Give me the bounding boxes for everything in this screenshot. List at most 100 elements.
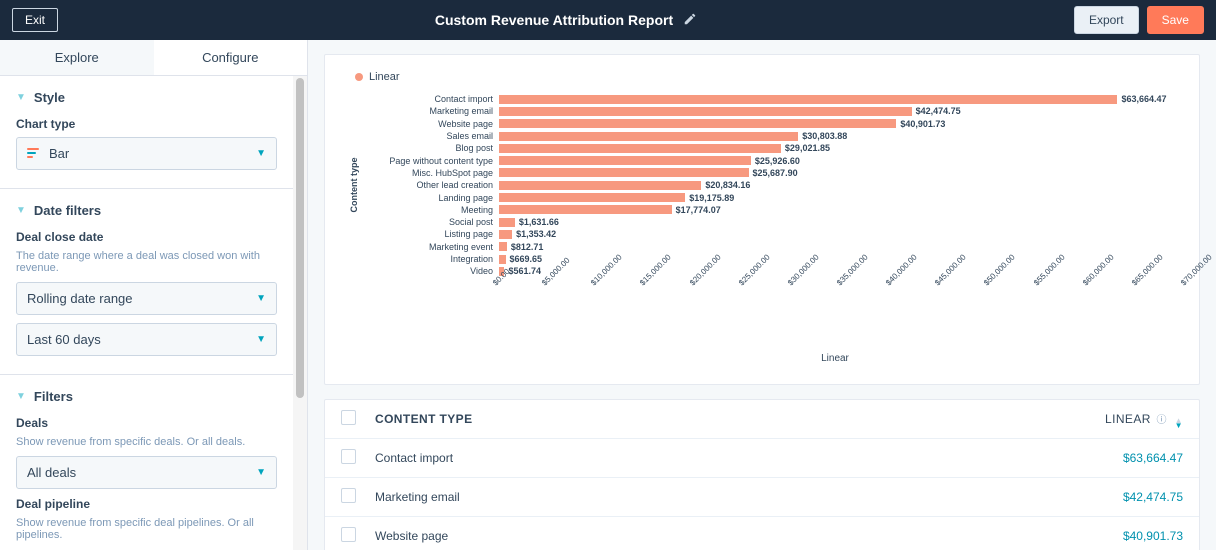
chart-bar[interactable] bbox=[499, 218, 515, 227]
chart-type-label: Chart type bbox=[16, 117, 277, 131]
table-header-linear[interactable]: LINEAR ⓘ ▲▼ bbox=[1063, 411, 1183, 428]
chart-legend: Linear bbox=[355, 71, 1179, 83]
section-filters-header[interactable]: ▼ Filters bbox=[16, 389, 277, 404]
chart-row: Social post $1,631.66 bbox=[359, 216, 1179, 228]
table-cell-content-type: Marketing email bbox=[375, 490, 1063, 504]
chart-bar-value: $42,474.75 bbox=[916, 106, 961, 116]
export-button[interactable]: Export bbox=[1074, 6, 1139, 34]
chart-bar-value: $19,175.89 bbox=[689, 193, 734, 203]
table-cell-linear[interactable]: $63,664.47 bbox=[1063, 451, 1183, 465]
table-cell-content-type: Contact import bbox=[375, 451, 1063, 465]
table-row: Marketing email$42,474.75 bbox=[325, 478, 1199, 517]
chart-bar-value: $669.65 bbox=[510, 254, 543, 264]
table-row: Website page$40,901.73 bbox=[325, 517, 1199, 550]
chart-bar-value: $20,834.16 bbox=[705, 180, 750, 190]
chart-bar[interactable] bbox=[499, 132, 798, 141]
chart-bar-value: $29,021.85 bbox=[785, 143, 830, 153]
date-range-value-select[interactable]: Last 60 days ▼ bbox=[16, 323, 277, 356]
bar-chart-icon bbox=[27, 148, 41, 160]
data-table: CONTENT TYPE LINEAR ⓘ ▲▼ Contact import$… bbox=[324, 399, 1200, 550]
chart-x-axis-label: Linear bbox=[491, 353, 1179, 364]
row-checkbox[interactable] bbox=[341, 527, 356, 542]
section-date-filters: ▼ Date filters Deal close date The date … bbox=[0, 189, 293, 375]
report-title-wrap: Custom Revenue Attribution Report bbox=[435, 12, 697, 29]
pipeline-label: Deal pipeline bbox=[16, 497, 277, 511]
deals-help: Show revenue from specific deals. Or all… bbox=[16, 436, 277, 448]
chart-bar[interactable] bbox=[499, 230, 512, 239]
deal-close-date-help: The date range where a deal was closed w… bbox=[16, 250, 277, 274]
chart-bar-value: $63,664.47 bbox=[1121, 94, 1166, 104]
table-header-content-type[interactable]: CONTENT TYPE bbox=[375, 412, 1063, 426]
chart-row: Contact import$63,664.47 bbox=[359, 93, 1179, 105]
section-style-header[interactable]: ▼ Style bbox=[16, 90, 277, 105]
chart-bar[interactable] bbox=[499, 95, 1117, 104]
chart-bar[interactable] bbox=[499, 255, 506, 264]
chart-bar-value: $25,926.60 bbox=[755, 156, 800, 166]
chart-card: Linear Content type Contact import$63,66… bbox=[324, 54, 1200, 385]
table-header-linear-label: LINEAR bbox=[1105, 412, 1151, 426]
date-range-type-value: Rolling date range bbox=[27, 291, 133, 306]
chart-row-label: Blog post bbox=[359, 143, 499, 153]
chart-row: Landing page $19,175.89 bbox=[359, 191, 1179, 203]
select-all-checkbox[interactable] bbox=[341, 410, 356, 425]
deals-value: All deals bbox=[27, 465, 76, 480]
chart-bar[interactable] bbox=[499, 144, 781, 153]
table-row: Contact import$63,664.47 bbox=[325, 439, 1199, 478]
table-cell-linear[interactable]: $40,901.73 bbox=[1063, 529, 1183, 543]
chart-row-label: Integration bbox=[359, 254, 499, 264]
info-icon[interactable]: ⓘ bbox=[1157, 415, 1167, 426]
chart-bar[interactable] bbox=[499, 181, 701, 190]
chart-row-label: Social post bbox=[359, 217, 499, 227]
section-filters: ▼ Filters Deals Show revenue from specif… bbox=[0, 375, 293, 550]
chart-row-label: Page without content type bbox=[359, 156, 499, 166]
exit-button[interactable]: Exit bbox=[12, 8, 58, 32]
date-range-value: Last 60 days bbox=[27, 332, 101, 347]
pencil-icon[interactable] bbox=[683, 12, 697, 29]
section-style-title: Style bbox=[34, 90, 65, 105]
legend-dot-icon bbox=[355, 73, 363, 81]
config-sidebar: Explore Configure ▼ Style Chart type Bar bbox=[0, 40, 308, 550]
chevron-down-icon: ▼ bbox=[16, 205, 26, 216]
chart-bar-value: $40,901.73 bbox=[900, 119, 945, 129]
chart-row: Misc. HubSpot page$25,687.90 bbox=[359, 167, 1179, 179]
chart-y-axis-label: Content type bbox=[345, 93, 359, 277]
row-checkbox[interactable] bbox=[341, 449, 356, 464]
chart-type-select[interactable]: Bar ▼ bbox=[16, 137, 277, 170]
table-cell-linear[interactable]: $42,474.75 bbox=[1063, 490, 1183, 504]
sort-icon[interactable]: ▲▼ bbox=[1175, 418, 1183, 428]
chart-bar[interactable] bbox=[499, 119, 896, 128]
chart-row-label: Marketing email bbox=[359, 106, 499, 116]
section-date-filters-header[interactable]: ▼ Date filters bbox=[16, 203, 277, 218]
sidebar-scrollbar[interactable] bbox=[293, 76, 307, 550]
chart-row-label: Misc. HubSpot page bbox=[359, 168, 499, 178]
chart-row-label: Sales email bbox=[359, 131, 499, 141]
section-filters-title: Filters bbox=[34, 389, 73, 404]
chart-bar-value: $1,631.66 bbox=[519, 217, 559, 227]
chart-bar-value: $812.71 bbox=[511, 242, 544, 252]
chart-bar[interactable] bbox=[499, 193, 685, 202]
tab-configure[interactable]: Configure bbox=[154, 40, 308, 75]
chart-row: Marketing event$812.71 bbox=[359, 241, 1179, 253]
save-button[interactable]: Save bbox=[1147, 6, 1204, 34]
date-range-type-select[interactable]: Rolling date range ▼ bbox=[16, 282, 277, 315]
deal-close-date-label: Deal close date bbox=[16, 230, 277, 244]
deals-select[interactable]: All deals ▼ bbox=[16, 456, 277, 489]
chart-row-label: Meeting bbox=[359, 205, 499, 215]
chart-row: Other lead creation $20,834.16 bbox=[359, 179, 1179, 191]
chart-row-label: Website page bbox=[359, 119, 499, 129]
chart-bar[interactable] bbox=[499, 156, 751, 165]
sidebar-tabs: Explore Configure bbox=[0, 40, 307, 76]
chart-bar-value: $17,774.07 bbox=[676, 205, 721, 215]
chart-row-label: Other lead creation bbox=[359, 180, 499, 190]
chart-bar[interactable] bbox=[499, 168, 749, 177]
tab-explore[interactable]: Explore bbox=[0, 40, 154, 75]
chart-row-label: Video bbox=[359, 266, 499, 276]
row-checkbox[interactable] bbox=[341, 488, 356, 503]
chart-bar[interactable] bbox=[499, 107, 912, 116]
table-header-row: CONTENT TYPE LINEAR ⓘ ▲▼ bbox=[325, 400, 1199, 439]
chart-row-label: Landing page bbox=[359, 193, 499, 203]
caret-down-icon: ▼ bbox=[256, 467, 266, 478]
chart-bar[interactable] bbox=[499, 205, 672, 214]
chevron-down-icon: ▼ bbox=[16, 391, 26, 402]
chart-bar[interactable] bbox=[499, 242, 507, 251]
